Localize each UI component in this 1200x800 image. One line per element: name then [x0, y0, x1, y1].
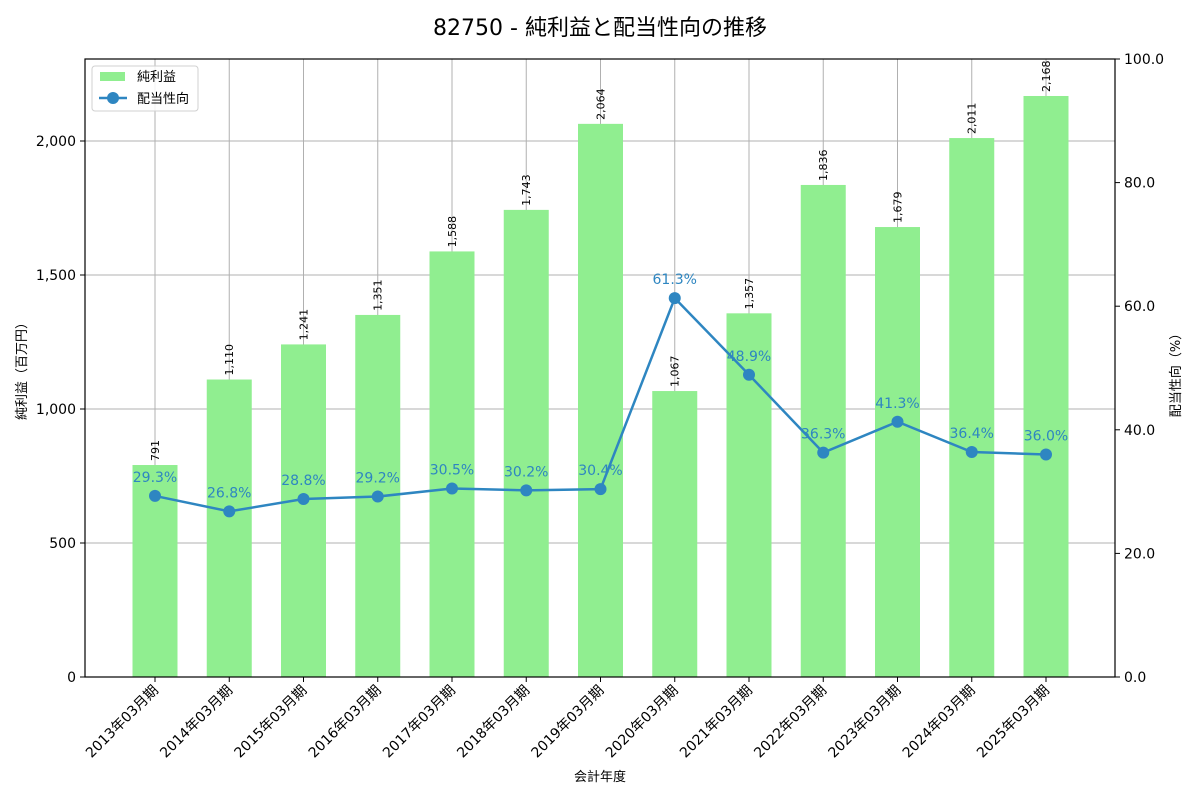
- x-tick-label: 2016年03月期: [306, 683, 385, 762]
- line-marker: [520, 484, 533, 497]
- x-tick-label: 2019年03月期: [529, 683, 608, 762]
- line-value-label: 29.2%: [356, 471, 400, 487]
- y-right-tick-label: 80.0: [1124, 176, 1155, 192]
- line-marker: [817, 446, 830, 459]
- bar-value-label: 1,836: [817, 149, 830, 181]
- x-tick-label: 2021年03月期: [677, 683, 756, 762]
- line-value-label: 28.8%: [281, 473, 325, 489]
- legend-label-payout-ratio: 配当性向: [137, 91, 189, 107]
- y-left-tick-label: 1,000: [36, 402, 76, 418]
- y-right-tick-label: 100.0: [1124, 52, 1164, 68]
- x-tick-label: 2025年03月期: [974, 683, 1053, 762]
- line-marker: [297, 493, 310, 506]
- x-axis-label: 会計年度: [574, 769, 626, 785]
- line-value-label: 29.3%: [133, 470, 177, 486]
- line-value-label: 61.3%: [653, 272, 697, 288]
- bar: [726, 313, 772, 677]
- bar-value-label: 1,067: [669, 356, 682, 388]
- bar: [949, 138, 995, 678]
- line-series-payout-ratio: 29.3% 26.8% 28.8% 29.2% 30.5% 30.2% 30.4% 61.3%…: [133, 272, 1068, 518]
- bar-value-label: 2,168: [1040, 60, 1053, 92]
- line-value-label: 30.5%: [430, 463, 474, 479]
- x-tick-label: 2024年03月期: [900, 683, 979, 762]
- bar: [652, 391, 698, 677]
- line-marker: [743, 368, 755, 381]
- x-tick-label: 2017年03月期: [380, 683, 459, 762]
- line-marker: [1040, 448, 1052, 461]
- bar-value-label: 1,351: [372, 279, 385, 311]
- chart-title: 82750 - 純利益と配当性向の推移: [433, 16, 767, 41]
- bar: [875, 227, 920, 678]
- x-tick-label: 2015年03月期: [232, 683, 311, 762]
- bar-value-label: 1,588: [446, 216, 459, 248]
- line-marker: [668, 292, 681, 305]
- y-left-tick-label: 1,500: [36, 268, 76, 284]
- bar-value-label: 1,679: [892, 192, 905, 224]
- line-marker: [446, 482, 458, 495]
- line-value-label: 26.8%: [207, 485, 251, 501]
- x-tick-label: 2013年03月期: [83, 683, 162, 762]
- line-value-label: 48.9%: [727, 349, 771, 365]
- x-tick-label: 2023年03月期: [826, 683, 905, 762]
- bar: [429, 251, 475, 677]
- line-value-label: 30.4%: [578, 463, 622, 479]
- line-value-label: 30.2%: [504, 464, 548, 480]
- y-left-tick-label: 0: [67, 670, 76, 686]
- bar-value-label: 2,064: [595, 88, 608, 120]
- y-left-tick-label: 2,000: [36, 134, 76, 150]
- x-tick-label: 2014年03月期: [157, 683, 236, 762]
- legend-marker: [107, 92, 119, 104]
- bar-value-label: 1,110: [223, 344, 236, 376]
- line-value-label: 36.3%: [801, 427, 845, 443]
- bar-value-label: 2,011: [966, 103, 979, 135]
- bar: [578, 123, 623, 677]
- line-value-label: 41.3%: [875, 396, 919, 412]
- line-marker: [891, 415, 904, 428]
- line-marker: [965, 446, 978, 459]
- bar: [206, 379, 252, 677]
- line-value-label: 36.4%: [950, 426, 994, 442]
- bar: [503, 209, 549, 677]
- bar: [281, 344, 326, 677]
- bar: [1023, 95, 1069, 677]
- x-tick-label: 2020年03月期: [603, 683, 682, 762]
- legend-label-net-income: 純利益: [137, 70, 176, 85]
- y-left-axis-label: 純利益（百万円）: [15, 316, 30, 420]
- bar-value-label: 1,241: [298, 309, 311, 341]
- y-right-tick-label: 60.0: [1124, 299, 1155, 315]
- line-marker: [223, 505, 236, 518]
- y-left-tick-label: 500: [49, 536, 76, 552]
- y-right-tick-label: 40.0: [1124, 423, 1155, 439]
- legend-bar-swatch: [100, 72, 125, 81]
- bar-series-net-income: 791 1,110 1,241 1,351 1,588 1,743 2,064 1,067 1,…: [132, 60, 1069, 678]
- line-marker: [594, 483, 607, 496]
- line-marker: [371, 490, 384, 503]
- y-right-axis-label: 配当性向（%）: [1168, 327, 1184, 417]
- x-tick-label: 2022年03月期: [751, 683, 830, 762]
- bar-value-label: 1,357: [743, 278, 756, 310]
- y-right-tick-label: 0.0: [1124, 670, 1146, 686]
- line-value-label: 36.0%: [1024, 429, 1068, 445]
- y-right-tick-label: 20.0: [1124, 546, 1155, 562]
- bar-value-label: 1,743: [520, 174, 533, 206]
- bar-value-label: 791: [149, 440, 162, 461]
- bar: [800, 184, 846, 677]
- x-tick-label: 2018年03月期: [454, 683, 533, 762]
- line-marker: [149, 489, 161, 502]
